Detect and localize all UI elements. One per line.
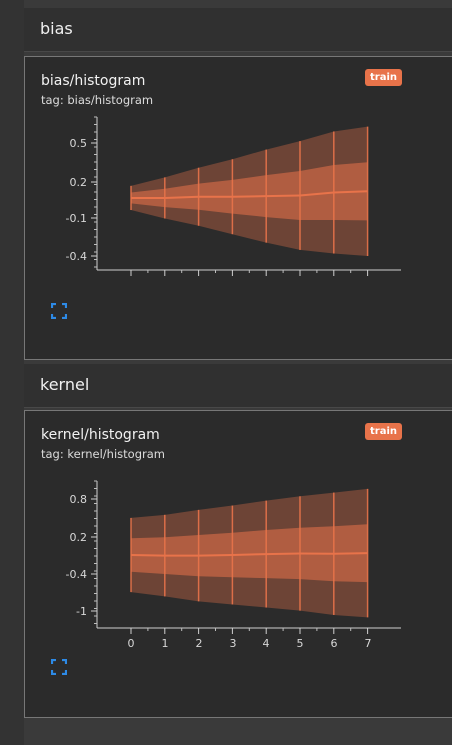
histogram-chart-kernel: 0.8 0.2 -0.4 -1 0 1 2 3 4 5 6 7 <box>66 480 401 650</box>
x-tick-label: 0 <box>128 637 135 650</box>
histogram-density-band <box>300 165 334 220</box>
y-tick-label: -1 <box>76 605 87 618</box>
card-title: bias/histogram <box>41 73 146 89</box>
histogram-chart-bias: 0.5 0.2 -0.1 -0.4 <box>66 116 401 276</box>
section-title: bias <box>40 19 73 38</box>
expand-icon[interactable] <box>50 302 68 320</box>
x-tick-label: 4 <box>263 637 270 650</box>
x-tick-label: 3 <box>230 637 237 650</box>
x-tick-label: 6 <box>331 637 338 650</box>
run-badge: train <box>364 69 402 86</box>
histogram-median-line <box>130 554 165 557</box>
histogram-median-line <box>232 553 267 556</box>
histogram-slices <box>130 126 369 256</box>
left-gutter <box>0 0 24 745</box>
x-major-ticks <box>130 270 369 276</box>
expand-icon[interactable] <box>50 658 68 676</box>
histogram-median-line <box>299 191 334 197</box>
y-tick-label: -0.4 <box>66 250 87 263</box>
histogram-median-line <box>164 195 199 199</box>
y-tick-label: 0.8 <box>70 493 88 506</box>
y-minor-ticks <box>94 480 97 624</box>
x-tick-label: 2 <box>196 637 203 650</box>
y-tick-label: -0.1 <box>66 212 87 225</box>
histogram-median-line <box>266 194 301 198</box>
x-tick-labels: 0 1 2 3 4 5 6 7 <box>128 637 372 650</box>
y-tick-labels: 0.5 0.2 -0.1 -0.4 <box>66 137 87 263</box>
x-tick-label: 7 <box>365 637 372 650</box>
y-tick-label: 0.2 <box>70 176 88 189</box>
y-tick-label: 0.5 <box>70 137 88 150</box>
section-title: kernel <box>40 375 90 394</box>
run-badge: train <box>364 423 402 440</box>
x-major-ticks <box>130 628 369 634</box>
x-tick-label: 1 <box>162 637 169 650</box>
histogram-median-line <box>232 195 267 198</box>
x-tick-label: 5 <box>297 637 304 650</box>
card-tag: tag: kernel/histogram <box>41 447 165 461</box>
y-tick-label: 0.2 <box>70 531 88 544</box>
section-header-kernel[interactable]: kernel <box>24 364 452 408</box>
histogram-card-bias: bias/histogram tag: bias/histogram train… <box>24 56 452 360</box>
section-header-bias[interactable]: bias <box>24 8 452 52</box>
histogram-median-line <box>198 554 233 557</box>
histogram-median-line <box>266 552 301 556</box>
card-tag: tag: bias/histogram <box>41 93 154 107</box>
histogram-card-kernel: kernel/histogram tag: kernel/histogram t… <box>24 410 452 718</box>
y-minor-ticks <box>94 116 97 268</box>
histogram-slices <box>130 488 369 618</box>
histogram-median-line <box>333 190 368 194</box>
y-tick-label: -0.4 <box>66 568 87 581</box>
card-title: kernel/histogram <box>41 427 160 443</box>
histogram-median-line <box>333 552 368 555</box>
